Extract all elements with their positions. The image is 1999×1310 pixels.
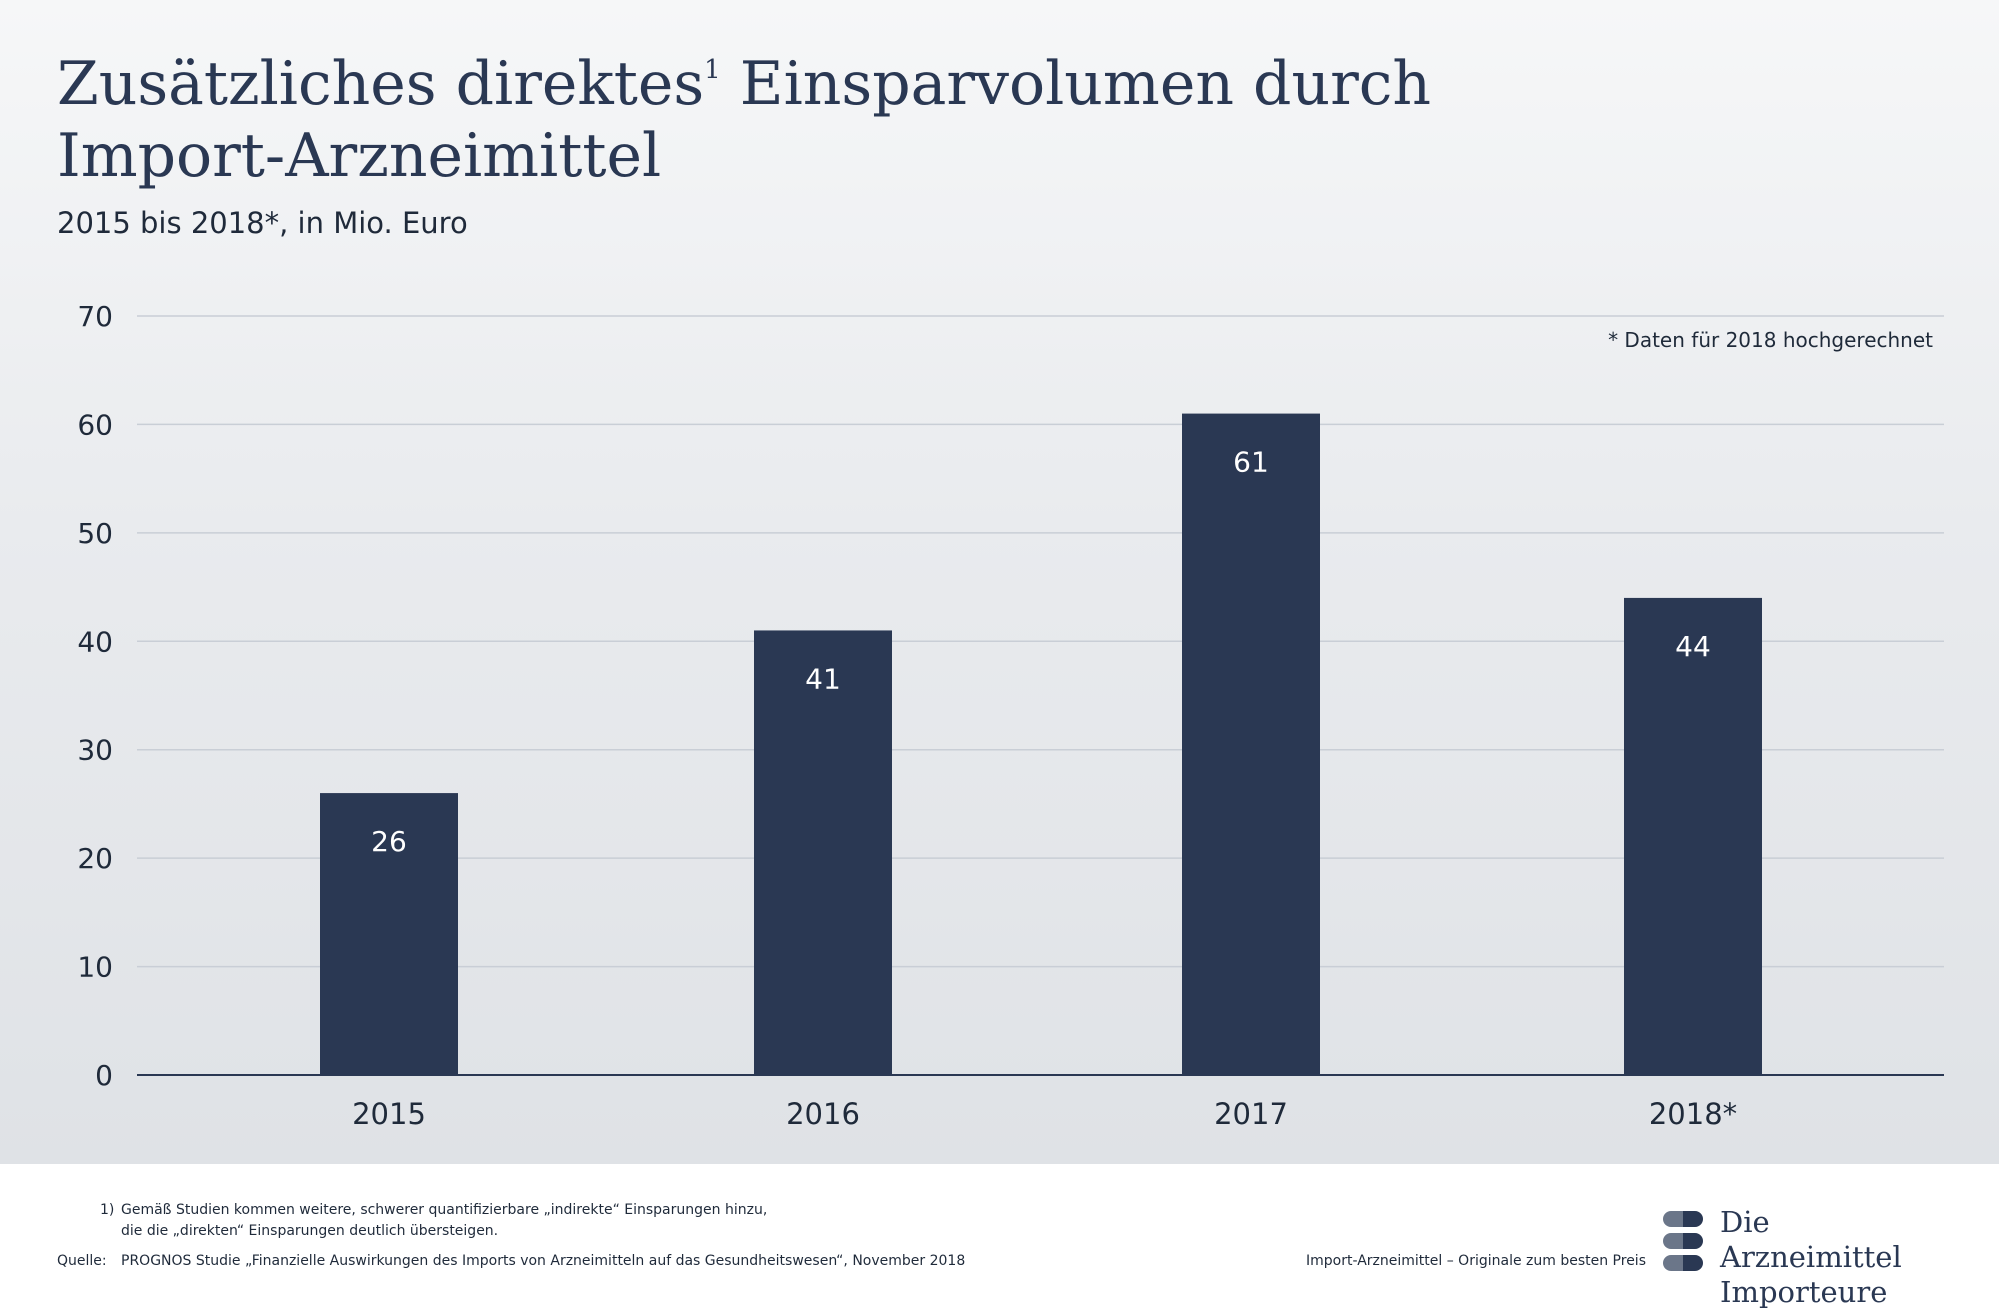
chart-subtitle: 2015 bis 2018*, in Mio. Euro <box>57 206 468 240</box>
y-tick-label: 20 <box>77 842 113 875</box>
x-tick-label: 2015 <box>352 1097 426 1131</box>
bar-value-label: 44 <box>1675 630 1711 663</box>
bars <box>320 413 1762 1076</box>
footnote: 1) Gemäß Studien kommen weitere, schwere… <box>100 1200 841 1242</box>
bar-value-label: 26 <box>371 825 407 858</box>
title-footnote-marker: 1 <box>704 55 721 85</box>
logo-line-2: Importeure <box>1720 1275 1888 1309</box>
x-axis-ticks: 2015 2016 2017 2018* <box>352 1097 1737 1131</box>
y-tick-label: 70 <box>77 300 113 333</box>
projection-note: * Daten für 2018 hochgerechnet <box>1608 328 1933 352</box>
footnote-number: 1) <box>100 1202 115 1218</box>
x-tick-label: 2017 <box>1214 1097 1288 1131</box>
bar-2017 <box>1182 413 1320 1076</box>
bar-value-label: 61 <box>1233 446 1269 479</box>
bar-2015 <box>320 793 458 1075</box>
source-text: PROGNOS Studie „Finanzielle Auswirkungen… <box>121 1253 966 1269</box>
y-axis-ticks: 0 10 20 30 40 50 60 70 <box>77 300 113 1092</box>
tagline: Import-Arzneimittel – Originale zum best… <box>1306 1253 1646 1269</box>
footnote-line-1: Gemäß Studien kommen weitere, schwerer q… <box>121 1202 768 1218</box>
bar-value-label: 41 <box>805 662 841 695</box>
chart-title: Zusätzliches direktes1 Einsparvolumen du… <box>57 49 1432 191</box>
x-tick-label: 2016 <box>786 1097 860 1131</box>
x-tick-label: 2018* <box>1649 1097 1737 1131</box>
footnote-line-2: die die „direkten“ Einsparungen deutlich… <box>121 1223 499 1239</box>
y-tick-label: 0 <box>95 1059 113 1092</box>
source: Quelle: PROGNOS Studie „Finanzielle Auswi… <box>57 1253 965 1269</box>
pill-stack-icon <box>1663 1211 1703 1271</box>
bar-2018* <box>1624 597 1762 1075</box>
logo-line-1: Die Arzneimittel <box>1720 1205 1902 1274</box>
bar-2016 <box>754 630 892 1075</box>
y-tick-label: 40 <box>77 625 113 658</box>
logo-text: Die Arzneimittel Importeure <box>1720 1205 1960 1310</box>
y-tick-label: 30 <box>77 734 113 767</box>
bar-value-labels: 26 41 61 44 <box>371 446 1711 858</box>
y-tick-label: 60 <box>77 408 113 441</box>
source-label: Quelle: <box>57 1253 107 1269</box>
y-tick-label: 50 <box>77 517 113 550</box>
y-tick-label: 10 <box>77 951 113 984</box>
